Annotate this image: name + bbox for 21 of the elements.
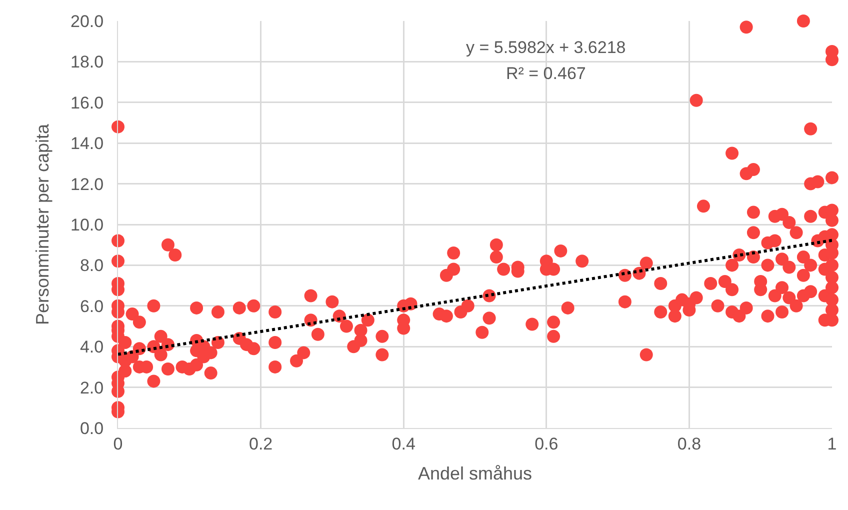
y-tick-label: 6.0 bbox=[80, 296, 104, 316]
annotation: R² = 0.467 bbox=[506, 64, 586, 83]
y-tick-label: 4.0 bbox=[80, 338, 104, 357]
y-tick-label: 14.0 bbox=[70, 134, 104, 154]
y-tick-label: 20.0 bbox=[70, 12, 104, 31]
x-tick-label: 0.8 bbox=[677, 434, 702, 454]
x-tick-label: 0.2 bbox=[248, 434, 273, 454]
y-tick-label: 18.0 bbox=[70, 52, 104, 72]
y-tick-label: 10.0 bbox=[70, 215, 104, 234]
y-tick-label: 0.0 bbox=[80, 418, 104, 438]
y-tick-label: 12.0 bbox=[70, 174, 104, 194]
y-axis-title: Personminuter per capita bbox=[32, 122, 53, 326]
annotation: y = 5.5982x + 3.6218 bbox=[466, 38, 626, 57]
y-tick-label: 16.0 bbox=[70, 93, 104, 112]
y-tick-label: 8.0 bbox=[80, 256, 104, 276]
x-axis-title: Andel småhus bbox=[418, 464, 532, 484]
x-tick-label: 0.4 bbox=[392, 434, 416, 454]
x-tick-label: 0.6 bbox=[534, 434, 558, 454]
y-tick-label: 2.0 bbox=[80, 378, 104, 398]
x-tick-label: 0 bbox=[113, 434, 123, 454]
x-tick-label: 1 bbox=[827, 434, 837, 454]
